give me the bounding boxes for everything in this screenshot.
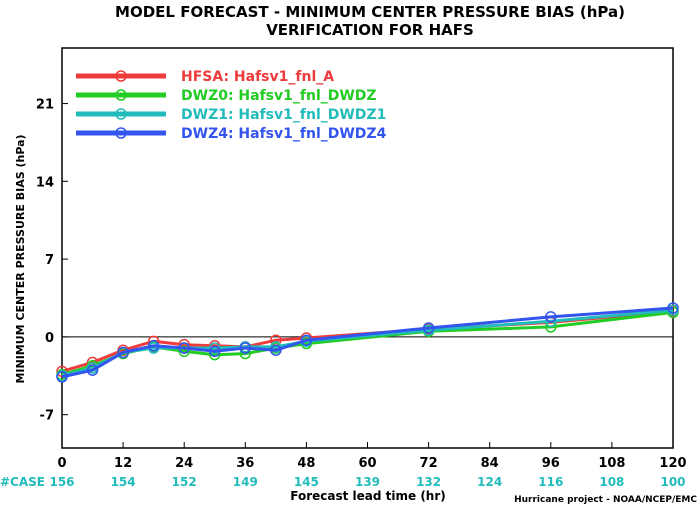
series-point-3 xyxy=(239,342,252,354)
series-point-3 xyxy=(422,322,435,334)
x-tick-label: 60 xyxy=(358,456,376,471)
series-point-3 xyxy=(56,371,68,383)
case-label: #CASE xyxy=(0,475,45,489)
case-count-label: 139 xyxy=(355,475,380,489)
y-tick-label: 21 xyxy=(36,98,54,113)
credit-text: Hurricane project - NOAA/NCEP/EMC xyxy=(514,495,697,505)
y-tick-label: 7 xyxy=(45,253,54,268)
series-point-3 xyxy=(545,311,557,323)
case-count-label: 116 xyxy=(538,475,563,489)
legend-label-1: DWZ0: Hafsv1_fnl_DWDZ xyxy=(181,88,377,104)
legend-label-3: DWZ4: Hafsv1_fnl_DWDZ4 xyxy=(181,126,387,142)
y-tick-label: -7 xyxy=(40,409,54,424)
x-tick-label: 108 xyxy=(598,456,625,471)
x-tick-label: 96 xyxy=(542,456,560,471)
x-axis-label: Forecast lead time (hr) xyxy=(290,489,446,503)
case-count-label: 100 xyxy=(660,475,685,489)
y-tick-label: 14 xyxy=(36,175,54,190)
case-count-label: 152 xyxy=(172,475,197,489)
case-count-label: 108 xyxy=(599,475,624,489)
legend-marker-3 xyxy=(115,127,127,139)
case-count-label: 124 xyxy=(477,475,502,489)
legend-label-0: HFSA: Hafsv1_fnl_A xyxy=(181,69,334,85)
case-count-label: 156 xyxy=(49,475,74,489)
x-tick-label: 24 xyxy=(175,456,193,471)
x-tick-label: 120 xyxy=(659,456,686,471)
case-count-label: 145 xyxy=(294,475,319,489)
case-count-label: 149 xyxy=(233,475,258,489)
y-axis-label: MINIMUM CENTER PRESSURE BIAS (hPa) xyxy=(14,134,27,383)
series-point-0 xyxy=(178,338,190,351)
x-tick-label: 72 xyxy=(420,456,438,471)
x-tick-label: 84 xyxy=(481,456,499,471)
case-count-label: 154 xyxy=(111,475,136,489)
series-point-1 xyxy=(209,348,221,361)
series-point-3 xyxy=(117,346,129,359)
legend-marker-0 xyxy=(115,70,127,82)
series-line-3 xyxy=(61,306,674,379)
series-point-1 xyxy=(178,345,190,358)
series-point-3 xyxy=(147,340,160,352)
series-point-3 xyxy=(209,345,221,358)
series-point-3 xyxy=(178,342,190,354)
legend-marker-2 xyxy=(115,108,127,120)
x-tick-label: 12 xyxy=(114,456,132,471)
legend-label-2: DWZ1: Hafsv1_fnl_DWDZ1 xyxy=(181,107,386,123)
x-tick-label: 48 xyxy=(297,456,315,471)
series-point-3 xyxy=(86,364,99,376)
case-count-label: 132 xyxy=(416,475,441,489)
series-point-2 xyxy=(270,341,282,353)
series-point-3 xyxy=(667,302,679,314)
x-tick-label: 36 xyxy=(236,456,254,471)
x-tick-label: 0 xyxy=(57,456,66,471)
chart-subtitle: VERIFICATION FOR HAFS xyxy=(266,21,474,39)
chart-title: MODEL FORECAST - MINIMUM CENTER PRESSURE… xyxy=(115,3,625,21)
series-point-2 xyxy=(209,342,221,354)
legend-marker-1 xyxy=(115,89,127,101)
series-point-3 xyxy=(270,344,282,356)
series-point-3 xyxy=(300,334,313,346)
y-tick-label: 0 xyxy=(45,331,54,346)
plot-area: 0 156 12 154 24 152 36 149 48 145 60 139 72 132 84 124 9… xyxy=(36,47,687,489)
